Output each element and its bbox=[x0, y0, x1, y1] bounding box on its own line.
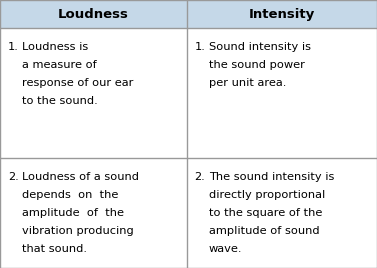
Text: Loudness: Loudness bbox=[58, 8, 129, 21]
Text: 1.: 1. bbox=[8, 42, 19, 52]
Text: 2.: 2. bbox=[195, 172, 205, 182]
Text: the sound power: the sound power bbox=[208, 60, 305, 70]
Text: depends  on  the: depends on the bbox=[22, 190, 118, 200]
Text: directly proportional: directly proportional bbox=[208, 190, 325, 200]
Text: The sound intensity is: The sound intensity is bbox=[208, 172, 334, 182]
Text: amplitude  of  the: amplitude of the bbox=[22, 208, 124, 218]
Bar bbox=[0, 0, 187, 28]
Text: wave.: wave. bbox=[208, 244, 242, 254]
Text: Sound intensity is: Sound intensity is bbox=[208, 42, 311, 52]
Text: 1.: 1. bbox=[195, 42, 205, 52]
Text: a measure of: a measure of bbox=[22, 60, 97, 70]
Text: 2.: 2. bbox=[8, 172, 19, 182]
Text: response of our ear: response of our ear bbox=[22, 78, 133, 88]
Text: that sound.: that sound. bbox=[22, 244, 87, 254]
Text: Loudness is: Loudness is bbox=[22, 42, 88, 52]
Text: to the square of the: to the square of the bbox=[208, 208, 322, 218]
Text: Loudness of a sound: Loudness of a sound bbox=[22, 172, 139, 182]
Bar bbox=[187, 0, 377, 28]
Text: vibration producing: vibration producing bbox=[22, 226, 134, 236]
Text: amplitude of sound: amplitude of sound bbox=[208, 226, 319, 236]
Text: Intensity: Intensity bbox=[249, 8, 315, 21]
Text: per unit area.: per unit area. bbox=[208, 78, 286, 88]
Text: to the sound.: to the sound. bbox=[22, 96, 98, 106]
